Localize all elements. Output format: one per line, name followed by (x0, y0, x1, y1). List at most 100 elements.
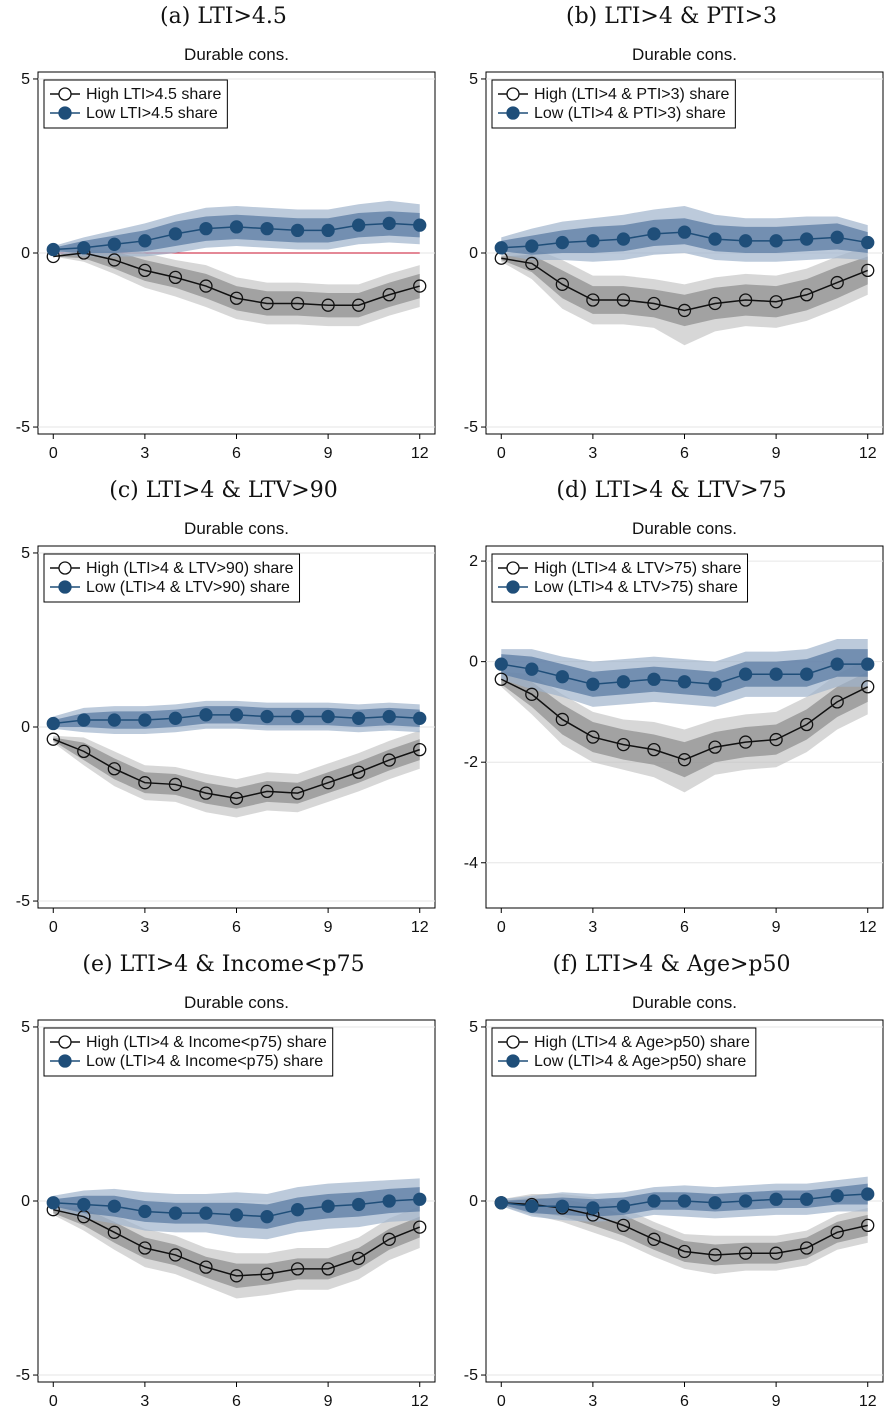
data-point-high (199, 279, 213, 293)
data-point-high (647, 296, 661, 311)
data-point-high (708, 296, 722, 311)
data-point-low (738, 1194, 753, 1208)
data-point-low (800, 1192, 814, 1206)
data-point-low (352, 218, 366, 232)
data-point-low (77, 241, 91, 255)
data-point-low (229, 1208, 244, 1222)
data-point-high (616, 737, 631, 752)
data-point-low (616, 675, 631, 689)
series-line-high (53, 252, 420, 306)
data-point-low (769, 667, 783, 681)
data-point-high (738, 1246, 753, 1260)
y-tick-label: -5 (464, 1367, 478, 1384)
data-point-low (290, 223, 305, 238)
x-tick-label: 3 (140, 445, 149, 462)
data-point-high (321, 776, 335, 790)
data-point-low (382, 1194, 396, 1208)
legend-label: High (LTI>4 & LTV>75) share (534, 560, 742, 577)
data-point-high (525, 256, 539, 271)
data-point-low (46, 1196, 60, 1210)
data-point-low (260, 1210, 274, 1224)
data-point-high (738, 293, 753, 307)
legend-swatch-marker (58, 87, 72, 101)
data-point-high (46, 732, 60, 746)
data-point-high (260, 296, 274, 311)
data-point-low (861, 657, 875, 671)
x-tick-label: 9 (324, 919, 333, 936)
data-point-high (647, 1232, 661, 1246)
x-tick-label: 6 (680, 1393, 689, 1410)
data-point-high (677, 303, 692, 318)
data-point-low (555, 670, 569, 684)
x-tick-label: 9 (772, 445, 781, 462)
legend-swatch-marker (506, 580, 520, 594)
data-point-high (138, 1241, 152, 1255)
ci-band-inner-high (53, 1206, 420, 1289)
data-point-low (168, 1206, 183, 1220)
data-point-low (586, 234, 600, 248)
x-tick-label: 3 (588, 445, 597, 462)
y-tick-label: 2 (469, 553, 478, 570)
legend-label: High (LTI>4 & PTI>3) share (534, 86, 729, 103)
legend-box (43, 79, 228, 129)
data-point-high (647, 742, 661, 757)
data-point-high (321, 298, 335, 312)
line-chart: Durable cons. -5 0 5 0 3 6 9 12 High (LTI>4 & Inc… (16, 993, 436, 1410)
data-point-high (260, 1267, 274, 1281)
data-point-high (107, 1225, 121, 1239)
data-point-low (677, 225, 692, 239)
data-point-low (199, 221, 213, 236)
chart-title: Durable cons. (184, 993, 289, 1012)
data-point-high (830, 695, 844, 709)
data-point-high (229, 291, 244, 305)
y-tick-label: 5 (21, 71, 30, 88)
data-point-high (830, 275, 844, 290)
x-tick-label: 3 (140, 919, 149, 936)
y-tick-label: 5 (21, 1019, 30, 1036)
data-point-low (525, 239, 539, 253)
data-point-high (168, 270, 183, 285)
legend: High (LTI>4 & Income<p75) share Low (LTI>… (43, 1027, 334, 1077)
y-tick-label: -5 (464, 419, 478, 436)
x-tick-label: 6 (680, 445, 689, 462)
data-point-low (413, 711, 427, 725)
series-line-high (501, 257, 869, 312)
legend: High (LTI>4 & Age>p50) share Low (LTI>4 &… (491, 1027, 757, 1077)
data-point-low (352, 711, 366, 725)
panel-caption: (b) LTI>4 & PTI>3 (565, 4, 778, 29)
line-chart: Durable cons. -5 0 5 0 3 6 9 12 High (LTI>4 & Age… (464, 993, 884, 1410)
legend-box (491, 553, 749, 603)
y-tick-label: 5 (469, 71, 478, 88)
legend: High (LTI>4 & LTV>90) share Low (LTI>4 & … (43, 553, 301, 603)
data-point-low (525, 662, 539, 676)
legend-swatch-marker (58, 106, 72, 120)
line-chart: Durable cons. -4 -2 0 2 0 3 6 9 12 High (LTI>4 & L… (464, 519, 884, 936)
data-point-low (199, 708, 213, 722)
data-point-low (647, 672, 661, 686)
legend-label: High (LTI>4 & LTV>90) share (86, 560, 294, 577)
data-point-low (382, 709, 396, 724)
x-tick-label: 0 (49, 919, 58, 936)
data-point-low (830, 1189, 844, 1203)
y-tick-label: 0 (21, 245, 30, 262)
x-tick-label: 9 (772, 1393, 781, 1410)
ci-band-inner-high (501, 671, 868, 778)
chart-panel: (d) LTI>4 & LTV>75 Durable cons. -4 -2 0 2 0 3 6… (448, 474, 895, 948)
legend-label: High LTI>4.5 share (86, 86, 221, 103)
data-point-high (290, 296, 305, 311)
chart-panel: (e) LTI>4 & Income<p75 Durable cons. -5 0 5 0… (0, 948, 447, 1422)
legend-label: Low (LTI>4 & Income<p75) share (86, 1053, 323, 1070)
data-point-low (586, 1201, 600, 1215)
x-tick-label: 12 (859, 919, 877, 936)
data-point-low (708, 1196, 722, 1210)
data-point-high (138, 263, 152, 278)
data-point-high (290, 1262, 305, 1276)
series-line-high (53, 1208, 421, 1277)
x-tick-label: 0 (49, 1393, 58, 1410)
x-tick-label: 9 (772, 919, 781, 936)
data-point-high (769, 1246, 783, 1260)
data-point-high (677, 753, 692, 767)
y-tick-label: -2 (464, 754, 478, 771)
data-point-low (861, 235, 875, 250)
y-tick-label: -5 (16, 893, 30, 910)
